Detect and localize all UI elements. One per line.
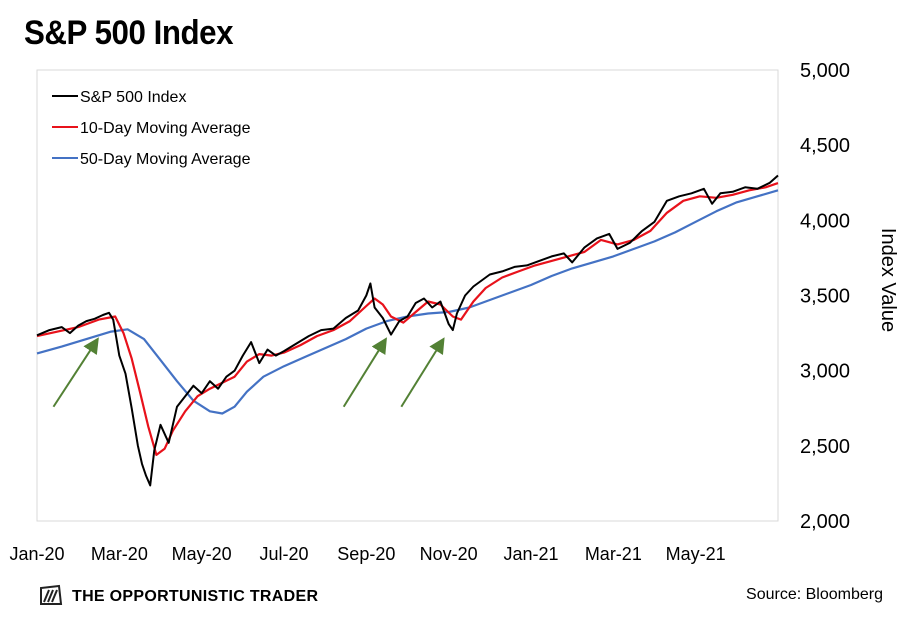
y-tick-label: 4,000 (800, 210, 850, 232)
chart-title: S&P 500 Index (24, 14, 234, 52)
source-note: Source: Bloomberg (746, 586, 883, 603)
y-axis: 2,000 2,500 3,000 3,500 4,000 4,500 5,000 (800, 60, 850, 533)
series-line-50-day-moving-average (36, 189, 779, 415)
x-tick-label: Mar-21 (585, 544, 642, 564)
x-tick-label: Jul-20 (259, 544, 308, 564)
y-tick-label: 2,500 (800, 436, 850, 458)
x-tick-label: Sep-20 (337, 544, 395, 564)
x-tick-label: May-20 (172, 544, 232, 564)
legend: S&P 500 Index 10-Day Moving Average 50-Day… (52, 89, 251, 168)
y-tick-label: 5,000 (800, 60, 850, 82)
x-tick-label: May-21 (666, 544, 726, 564)
x-tick-label: Jan-21 (503, 544, 558, 564)
series-line-s-p-500-index (36, 174, 779, 487)
legend-label: S&P 500 Index (80, 89, 186, 106)
y-tick-label: 3,500 (800, 286, 850, 308)
brand-name: THE OPPORTUNISTIC TRADER (72, 588, 319, 605)
legend-label: 10-Day Moving Average (80, 120, 251, 137)
y-tick-label: 3,000 (800, 361, 850, 383)
x-axis: Jan-20 Mar-20 May-20 Jul-20 Sep-20 Nov-20 Jan-… (9, 544, 725, 564)
chart-svg: S&P 500 Index 10-Day Moving Average 50-Day… (9, 60, 899, 564)
x-tick-label: Jan-20 (9, 544, 64, 564)
y-tick-label: 2,000 (800, 511, 850, 533)
legend-label: 50-Day Moving Average (80, 151, 251, 168)
annotation-arrow-1 (52, 337, 99, 408)
trader-logo-icon (38, 583, 64, 612)
annotation-arrow-3 (400, 337, 445, 408)
annotation-arrow-2 (342, 337, 387, 408)
x-tick-label: Mar-20 (91, 544, 148, 564)
y-tick-label: 4,500 (800, 135, 850, 157)
x-tick-label: Nov-20 (420, 544, 478, 564)
y-axis-label: Index Value (877, 228, 899, 332)
brand-logo: THE OPPORTUNISTIC TRADER (38, 583, 318, 611)
plot-area (36, 69, 779, 522)
